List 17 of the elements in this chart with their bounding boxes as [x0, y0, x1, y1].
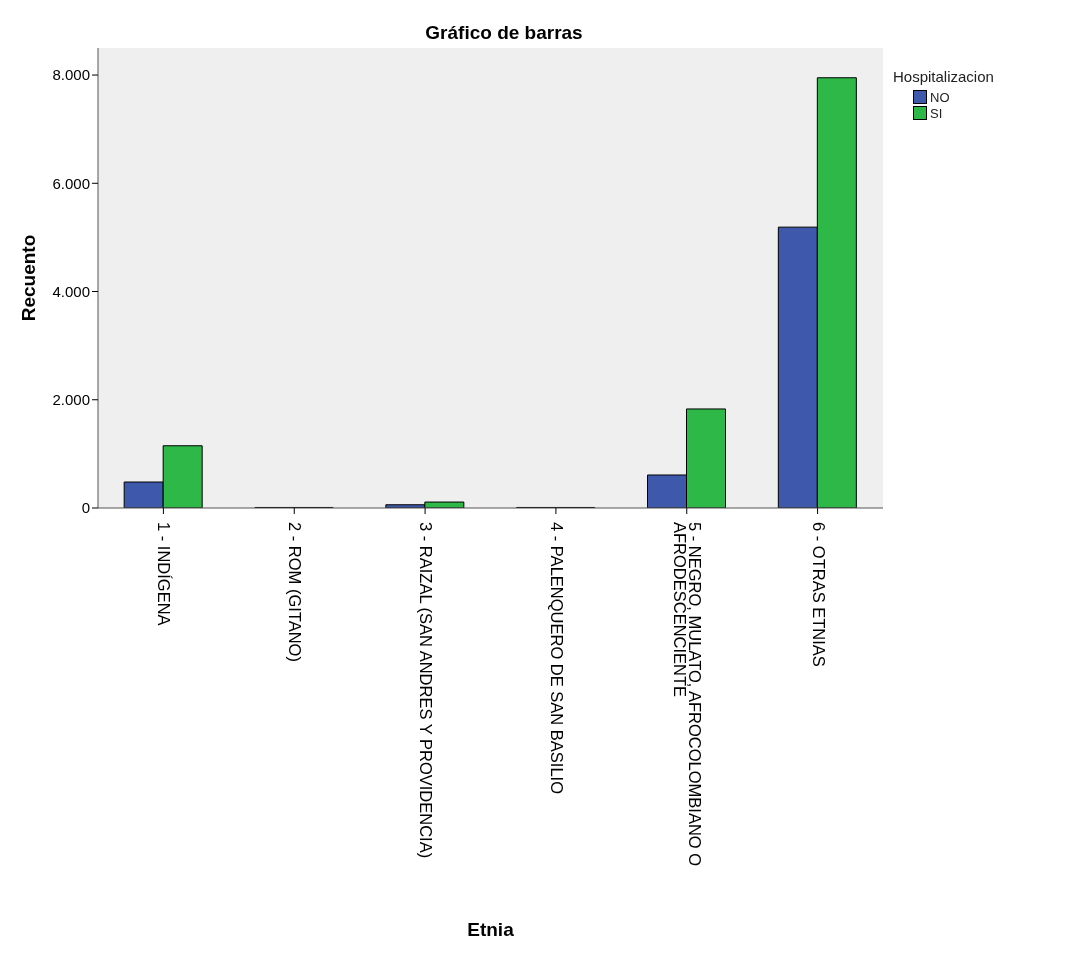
- y-tick-label: 4.000: [52, 282, 90, 300]
- y-tick-label: 2.000: [52, 391, 90, 409]
- y-tick-label: 6.000: [52, 174, 90, 192]
- y-tick-label: 0: [81, 499, 90, 517]
- legend-label: NO: [929, 89, 951, 105]
- x-axis-title: Etnia: [467, 919, 515, 940]
- x-tick-label: 3 - RAIZAL (SAN ANDRES Y PROVIDENCIA): [417, 522, 436, 859]
- x-tick-label: 6 - OTRAS ETNIAS: [809, 522, 828, 667]
- x-tick-label: 4 - PALENQUERO DE SAN BASILIO: [547, 522, 566, 795]
- chart-title: Gráfico de barras: [424, 22, 584, 44]
- x-tick-label: 2 - ROM (GITANO): [286, 522, 305, 662]
- legend-title: Hospitalizacion: [893, 68, 995, 85]
- x-tick-label: 1 - INDÍGENA: [155, 522, 174, 626]
- x-tick-label: 5 - NEGRO, MULATO, AFROCOLOMBIANO O AFRODESCENCIENTE: [671, 522, 705, 867]
- legend-label: SI: [929, 105, 944, 121]
- y-axis-title: Recuento: [17, 234, 39, 322]
- y-tick-label: 8.000: [52, 66, 90, 84]
